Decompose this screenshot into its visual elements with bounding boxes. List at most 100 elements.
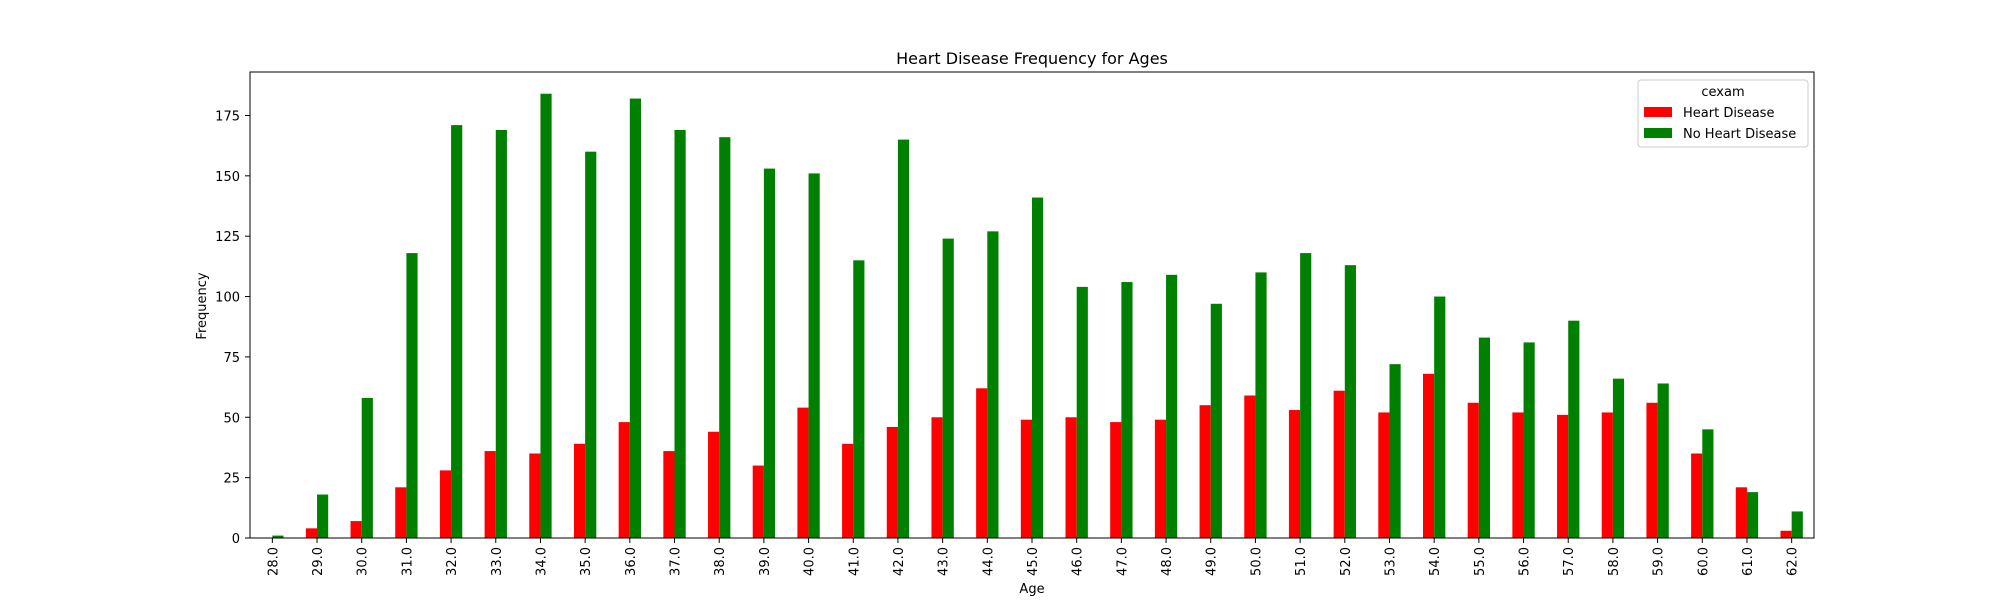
bar-heart-disease-48-0 [1154,419,1167,538]
bar-heart-disease-52-0 [1333,390,1345,538]
bar-no-heart-disease-47-0 [1121,282,1133,538]
legend-box [1637,79,1809,148]
bar-no-heart-disease-52-0 [1344,265,1356,538]
x-tick-label: 60.0 [1696,547,1711,576]
bar-no-heart-disease-44-0 [987,231,999,539]
x-tick-label: 47.0 [1115,547,1130,576]
x-tick-label: 51.0 [1294,547,1309,576]
bar-heart-disease-35-0 [573,443,586,538]
bar-heart-disease-43-0 [931,417,943,538]
bar-no-heart-disease-45-0 [1032,197,1044,539]
x-tick-label: 36.0 [624,547,639,576]
x-tick-label: 44.0 [981,547,996,576]
x-tick-label: 28.0 [266,547,281,576]
bar-no-heart-disease-58-0 [1612,378,1625,538]
x-tick-label: 53.0 [1383,547,1398,576]
x-tick-label: 29.0 [311,547,326,576]
bar-no-heart-disease-37-0 [674,129,686,538]
x-tick-label: 50.0 [1249,547,1264,576]
bar-heart-disease-58-0 [1601,412,1613,538]
x-tick-label: 33.0 [490,547,505,576]
bar-no-heart-disease-36-0 [629,98,641,538]
x-tick-label: 58.0 [1607,547,1622,576]
y-tick-label: 75 [223,351,240,366]
y-tick-label: 25 [223,472,240,487]
bar-no-heart-disease-33-0 [495,129,507,538]
y-tick-label: 50 [223,411,240,426]
x-tick-label: 35.0 [579,547,594,576]
bar-heart-disease-36-0 [618,422,630,538]
x-tick-label: 48.0 [1160,547,1175,576]
x-tick-label: 32.0 [445,547,460,576]
bar-no-heart-disease-55-0 [1478,337,1491,538]
bar-no-heart-disease-60-0 [1702,429,1714,538]
x-tick-label: 45.0 [1026,547,1041,576]
bar-no-heart-disease-49-0 [1210,303,1222,538]
bar-heart-disease-38-0 [708,431,720,538]
x-tick-label: 41.0 [847,547,862,576]
bar-heart-disease-53-0 [1378,412,1390,538]
x-tick-label: 38.0 [713,547,728,576]
bar-no-heart-disease-38-0 [719,137,731,538]
bar-heart-disease-44-0 [976,388,988,538]
legend-swatch-no-heart-disease [1644,128,1672,138]
x-axis: 28.0 29.0 30.0 31.0 32.0 33.0 34.0 35.0 36.0 37.0… [266,538,1801,576]
bar-heart-disease-29-0 [305,528,318,538]
legend-swatch-heart-disease [1644,107,1672,117]
bar-heart-disease-55-0 [1467,402,1479,538]
bar-no-heart-disease-34-0 [540,93,552,538]
plot-frame [249,71,1815,539]
x-tick-label: 61.0 [1741,547,1756,576]
bar-no-heart-disease-29-0 [317,494,329,538]
bar-no-heart-disease-53-0 [1389,364,1401,538]
y-tick-label: 175 [215,109,240,124]
bar-no-heart-disease-61-0 [1746,492,1759,538]
bar-heart-disease-54-0 [1423,373,1435,538]
x-tick-label: 57.0 [1562,547,1577,576]
bar-no-heart-disease-31-0 [406,253,418,538]
bar-no-heart-disease-56-0 [1523,342,1535,538]
y-tick-label: 150 [215,170,240,185]
bar-heart-disease-34-0 [529,453,541,538]
bar-heart-disease-46-0 [1065,417,1077,538]
bar-heart-disease-49-0 [1199,405,1211,538]
bar-no-heart-disease-40-0 [808,173,820,538]
x-tick-label: 30.0 [356,547,371,576]
legend: cexam Heart Disease No Heart Disease [1637,79,1809,148]
chart-title: Heart Disease Frequency for Ages [896,49,1168,68]
x-tick-label: 55.0 [1473,547,1488,576]
x-tick-label: 43.0 [937,547,952,576]
bar-heart-disease-45-0 [1020,419,1032,538]
y-tick-label: 0 [232,532,240,547]
y-tick-label: 100 [215,291,240,306]
bar-heart-disease-50-0 [1244,395,1256,538]
x-tick-label: 62.0 [1786,547,1801,576]
x-tick-label: 42.0 [892,547,907,576]
bar-no-heart-disease-32-0 [451,125,463,539]
bar-heart-disease-32-0 [439,470,452,538]
x-tick-label: 34.0 [534,547,549,576]
bar-no-heart-disease-43-0 [942,238,954,538]
bar-no-heart-disease-35-0 [585,151,597,538]
bar-heart-disease-30-0 [350,521,362,538]
bar-no-heart-disease-30-0 [361,397,373,538]
bar-heart-disease-61-0 [1735,487,1747,538]
bars-group [272,93,1803,539]
bar-no-heart-disease-28-0 [272,535,284,538]
bar-no-heart-disease-54-0 [1434,296,1446,538]
bar-heart-disease-57-0 [1557,414,1569,538]
bar-heart-disease-42-0 [886,426,898,538]
legend-label-heart-disease: Heart Disease [1683,106,1774,121]
bar-no-heart-disease-51-0 [1300,253,1312,538]
bar-heart-disease-33-0 [484,451,496,538]
bar-heart-disease-60-0 [1691,453,1703,538]
bar-heart-disease-31-0 [395,487,407,538]
x-tick-label: 56.0 [1518,547,1533,576]
bar-heart-disease-62-0 [1780,530,1792,538]
y-tick-label: 125 [215,230,240,245]
bar-heart-disease-41-0 [842,443,854,538]
x-tick-label: 40.0 [803,547,818,576]
bar-no-heart-disease-62-0 [1791,511,1803,538]
